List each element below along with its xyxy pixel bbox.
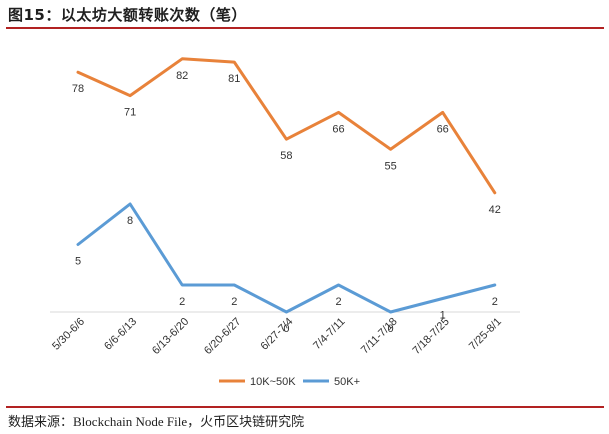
data-label-10k-50k: 71 [124, 107, 136, 119]
data-label-50k: 0 [388, 323, 394, 335]
source-suffix: ，火币区块链研究院 [187, 415, 305, 430]
data-label-10k-50k: 55 [384, 160, 396, 172]
source-prefix: 数据来源： [8, 415, 74, 430]
data-label-10k-50k: 66 [437, 123, 449, 135]
x-tick-label: 6/13-6/20 [150, 316, 191, 357]
x-tick-label: 6/20-6/27 [202, 316, 243, 357]
series-layer [76, 57, 497, 314]
x-tick-label: 7/18-7/25 [410, 316, 451, 357]
data-label-50k: 0 [283, 323, 289, 335]
data-label-10k-50k: 66 [332, 123, 344, 135]
data-label-50k: 2 [492, 296, 498, 308]
series-line-10k-50k [76, 57, 497, 195]
x-tick-label: 5/30-6/6 [50, 316, 87, 353]
x-tick-label: 7/11-7/18 [359, 316, 400, 357]
legend-label: 50K+ [334, 376, 360, 388]
data-label-50k: 1 [440, 310, 446, 322]
data-label-10k-50k: 42 [489, 204, 501, 216]
legend: 10K~50K 50K+ [219, 376, 360, 388]
x-tick-layer: 5/30-6/6 6/6-6/13 6/13-6/20 6/20-6/27 6/27-7… [50, 316, 504, 357]
data-label-10k-50k: 81 [228, 73, 240, 85]
data-label-50k: 8 [127, 215, 133, 227]
data-label-10k-50k: 78 [72, 83, 84, 95]
title-divider [6, 27, 604, 29]
x-tick-label: 6/27-7/4 [258, 316, 295, 353]
data-label-50k: 2 [179, 296, 185, 308]
x-tick-label: 6/6-6/13 [102, 316, 139, 353]
source-note: 数据来源：Blockchain Node File，火币区块链研究院 [8, 411, 304, 430]
figure-title: 图15：以太坊大额转账次数（笔） [8, 6, 247, 24]
data-label-50k: 5 [75, 256, 81, 268]
data-label-50k: 2 [335, 296, 341, 308]
data-label-10k-50k: 82 [176, 70, 188, 82]
data-label-50k: 2 [231, 296, 237, 308]
x-tick-label: 7/25-8/1 [467, 316, 504, 353]
data-label-10k-50k: 58 [280, 150, 292, 162]
source-name: Blockchain Node File [73, 414, 188, 429]
source-divider [6, 406, 604, 408]
series-line-50k [76, 202, 497, 314]
x-tick-label: 7/4-7/11 [311, 316, 347, 352]
legend-label: 10K~50K [250, 376, 296, 388]
